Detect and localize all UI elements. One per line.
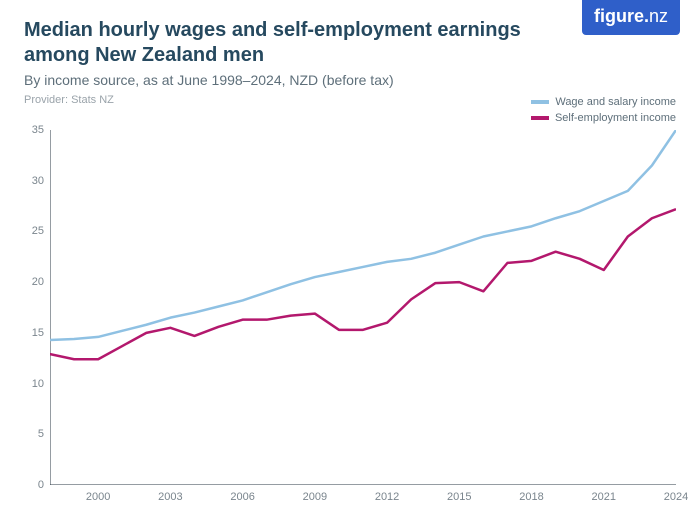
legend-label: Wage and salary income — [555, 96, 676, 108]
series-line-self — [50, 209, 676, 359]
x-tick-label: 2009 — [303, 491, 327, 503]
y-tick-label: 20 — [32, 276, 44, 288]
series-line-wage — [50, 130, 676, 340]
x-tick-label: 2021 — [592, 491, 616, 503]
x-tick-label: 2015 — [447, 491, 471, 503]
x-tick-label: 2003 — [158, 491, 182, 503]
brand-suffix: nz — [649, 6, 668, 26]
x-tick-label: 2006 — [230, 491, 254, 503]
legend-item: Self-employment income — [531, 112, 676, 124]
y-tick-label: 35 — [32, 124, 44, 136]
brand-logo: figure.nz — [582, 0, 680, 35]
chart-lines — [50, 130, 676, 359]
x-tick-label: 2018 — [519, 491, 543, 503]
y-tick-label: 0 — [38, 479, 44, 491]
x-tick-label: 2000 — [86, 491, 110, 503]
chart-subtitle: By income source, as at June 1998–2024, … — [24, 72, 394, 88]
legend-item: Wage and salary income — [531, 96, 676, 108]
y-tick-label: 5 — [38, 428, 44, 440]
legend: Wage and salary income Self-employment i… — [531, 96, 676, 128]
y-tick-label: 10 — [32, 378, 44, 390]
x-tick-label: 2012 — [375, 491, 399, 503]
legend-label: Self-employment income — [555, 112, 676, 124]
y-tick-label: 15 — [32, 327, 44, 339]
legend-swatch — [531, 100, 549, 104]
chart-svg — [50, 130, 676, 485]
y-tick-label: 25 — [32, 225, 44, 237]
chart-title: Median hourly wages and self-employment … — [24, 18, 560, 68]
chart-area: 05101520253035 2000200320062009201220152… — [50, 130, 676, 485]
x-tick-label: 2024 — [664, 491, 688, 503]
y-tick-label: 30 — [32, 175, 44, 187]
chart-provider: Provider: Stats NZ — [24, 94, 114, 106]
legend-swatch — [531, 116, 549, 120]
brand-text: figure. — [594, 6, 649, 26]
